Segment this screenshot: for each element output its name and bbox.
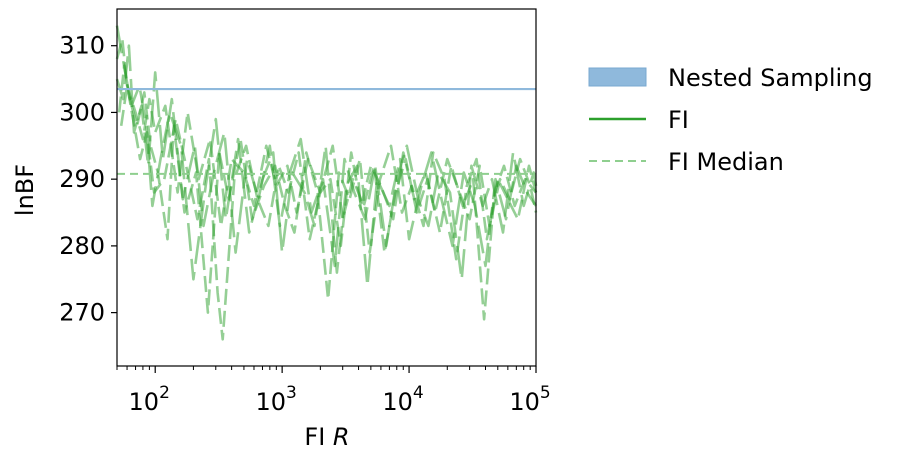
y-axis-label: lnBF — [11, 164, 39, 216]
x-tick-base: 10 — [509, 388, 540, 416]
x-tick-label: 102 — [129, 383, 170, 416]
x-tick-base: 10 — [382, 388, 413, 416]
x-tick-label: 104 — [382, 383, 423, 416]
y-tick-label: 300 — [59, 98, 105, 126]
fi-series-line-3 — [117, 64, 538, 314]
legend-swatch-nested-sampling — [588, 67, 647, 87]
y-tick-label: 310 — [59, 32, 105, 60]
fi-series-layer — [115, 25, 538, 341]
fi-series-line-5 — [119, 84, 538, 341]
legend-label: FI Median — [668, 148, 784, 176]
x-tick-exponent: 5 — [540, 383, 551, 403]
x-tick-base: 10 — [129, 388, 160, 416]
legend-label: Nested Sampling — [668, 64, 873, 92]
plot-frame — [116, 8, 537, 367]
legend: Nested Sampling FI FI Median — [588, 64, 873, 176]
x-tick-label: 103 — [255, 383, 296, 416]
x-tick-exponent: 3 — [286, 383, 297, 403]
x-axis-label: FI R — [304, 423, 349, 451]
x-tick-exponent: 4 — [413, 383, 424, 403]
y-tick-label: 280 — [59, 232, 105, 260]
x-axis-label-variable: R — [333, 423, 350, 451]
y-tick-label: 290 — [59, 165, 105, 193]
legend-label: FI — [668, 106, 689, 134]
x-tick-base: 10 — [255, 388, 286, 416]
x-tick-label: 105 — [509, 383, 550, 416]
x-tick-exponent: 2 — [159, 383, 170, 403]
y-tick-label: 270 — [59, 299, 105, 327]
x-axis-label-prefix: FI — [304, 423, 325, 451]
fi-series-line-4 — [115, 44, 538, 281]
fi-series-line-2 — [115, 25, 538, 288]
